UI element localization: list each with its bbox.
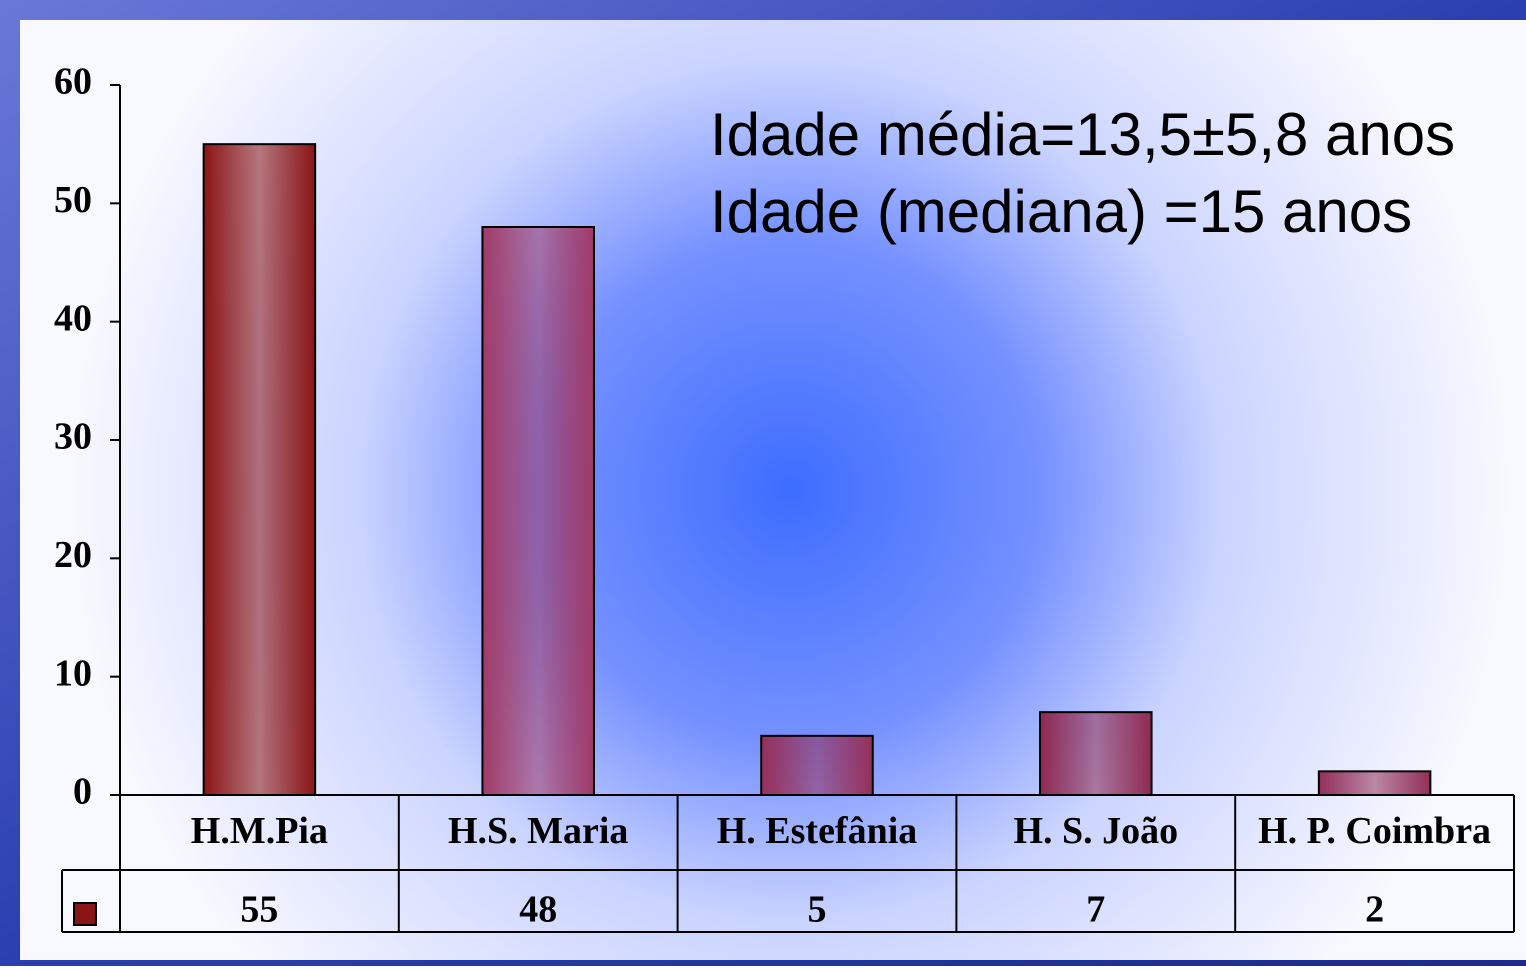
- bar: [481, 226, 595, 796]
- bar: [760, 734, 874, 796]
- y-tick-label: 60: [54, 61, 92, 103]
- bar: [202, 143, 317, 796]
- annotation: Idade média=13,5±5,8 anos: [710, 101, 1455, 168]
- y-tick-label: 40: [54, 297, 92, 339]
- table-value: 48: [519, 889, 557, 931]
- x-tick-label: H. Estefânia: [717, 810, 918, 852]
- x-tick-label: H. P. Coimbra: [1258, 810, 1491, 852]
- y-tick-label: 20: [54, 534, 92, 576]
- table-value: 5: [808, 889, 827, 931]
- x-tick-label: H. S. João: [1013, 810, 1178, 852]
- x-tick-label: H.S. Maria: [448, 810, 628, 852]
- bar: [1039, 711, 1153, 797]
- y-tick-label: 30: [54, 416, 92, 458]
- y-tick-label: 50: [54, 179, 92, 221]
- table-value: 2: [1365, 889, 1384, 931]
- table-value: 55: [240, 889, 278, 931]
- annotation: Idade (mediana) =15 anos: [710, 178, 1412, 245]
- legend-swatch: [73, 902, 97, 926]
- y-tick-label: 0: [73, 771, 92, 813]
- bar: [1317, 770, 1432, 796]
- table-value: 7: [1086, 889, 1105, 931]
- x-tick-label: H.M.Pia: [191, 810, 328, 852]
- y-tick-label: 10: [54, 652, 92, 694]
